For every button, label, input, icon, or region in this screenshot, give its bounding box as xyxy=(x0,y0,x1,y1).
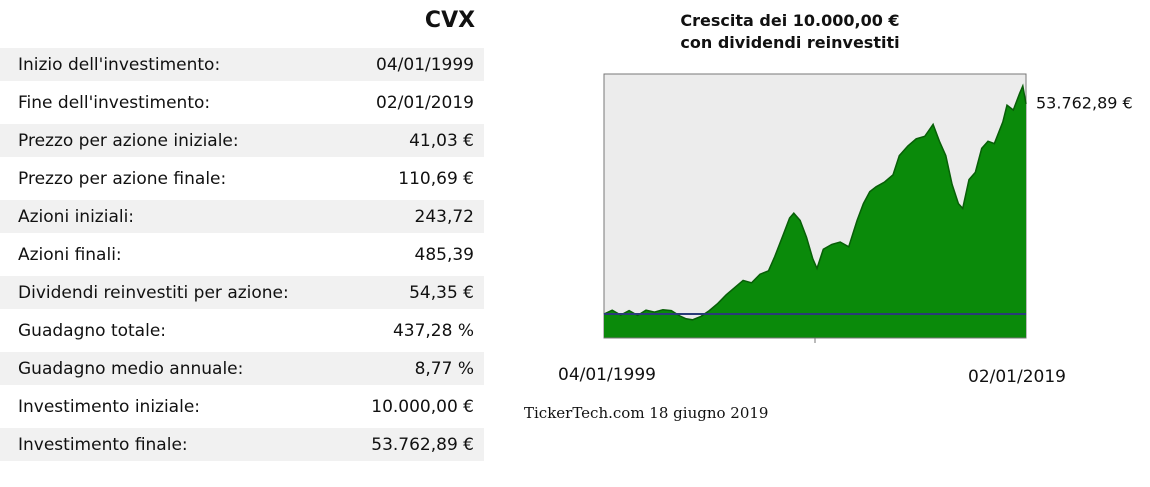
stat-value: 10.000,00 € xyxy=(371,396,474,417)
stat-value: 243,72 xyxy=(414,206,474,227)
stat-label: Investimento iniziale: xyxy=(18,396,201,417)
stat-label: Fine dell'investimento: xyxy=(18,92,211,113)
ticker-symbol: CVX xyxy=(424,8,476,33)
source-note: TickerTech.com 18 giugno 2019 xyxy=(524,404,769,422)
stats-row: Azioni finali: 485,39 xyxy=(0,238,484,271)
stats-row: Prezzo per azione iniziale: 41,03 € xyxy=(0,124,484,157)
chart-title-line1: Crescita dei 10.000,00 € xyxy=(680,11,900,30)
stat-value: 437,28 % xyxy=(392,320,474,341)
stat-label: Azioni finali: xyxy=(18,244,122,265)
stat-value: 485,39 xyxy=(414,244,474,265)
chart-title-line2: con dividendi reinvestiti xyxy=(680,33,900,52)
stat-value: 110,69 € xyxy=(398,168,474,189)
end-value-label: 53.762,89 € xyxy=(1036,94,1133,113)
stats-table: Inizio dell'investimento: 04/01/1999 Fine … xyxy=(0,48,484,466)
stat-label: Prezzo per azione finale: xyxy=(18,168,227,189)
growth-line xyxy=(603,83,1027,321)
stats-row: Guadagno totale: 437,28 % xyxy=(0,314,484,347)
x-tick-label-start: 04/01/1999 xyxy=(558,365,656,385)
stat-label: Investimento finale: xyxy=(18,434,188,455)
stat-value: 53.762,89 € xyxy=(371,434,474,455)
stats-row: Azioni iniziali: 243,72 xyxy=(0,200,484,233)
stat-label: Azioni iniziali: xyxy=(18,206,135,227)
stats-row: Investimento finale: 53.762,89 € xyxy=(0,428,484,461)
stat-label: Dividendi reinvestiti per azione: xyxy=(18,282,289,303)
stat-value: 02/01/2019 xyxy=(376,92,474,113)
stats-row: Inizio dell'investimento: 04/01/1999 xyxy=(0,48,484,81)
stat-label: Inizio dell'investimento: xyxy=(18,54,221,75)
stat-label: Prezzo per azione iniziale: xyxy=(18,130,239,151)
stats-row: Investimento iniziale: 10.000,00 € xyxy=(0,390,484,423)
stat-label: Guadagno medio annuale: xyxy=(18,358,244,379)
chart-title: Crescita dei 10.000,00 € con dividendi r… xyxy=(640,10,940,54)
stats-row: Prezzo per azione finale: 110,69 € xyxy=(0,162,484,195)
stats-row: Guadagno medio annuale: 8,77 % xyxy=(0,352,484,385)
stats-row: Dividendi reinvestiti per azione: 54,35 € xyxy=(0,276,484,309)
stat-value: 54,35 € xyxy=(409,282,474,303)
growth-area xyxy=(604,86,1026,338)
stat-value: 8,77 % xyxy=(414,358,474,379)
stat-label: Guadagno totale: xyxy=(18,320,167,341)
stat-value: 04/01/1999 xyxy=(376,54,474,75)
stats-row: Fine dell'investimento: 02/01/2019 xyxy=(0,86,484,119)
stat-value: 41,03 € xyxy=(409,130,474,151)
x-tick-label-end: 02/01/2019 xyxy=(968,367,1066,387)
